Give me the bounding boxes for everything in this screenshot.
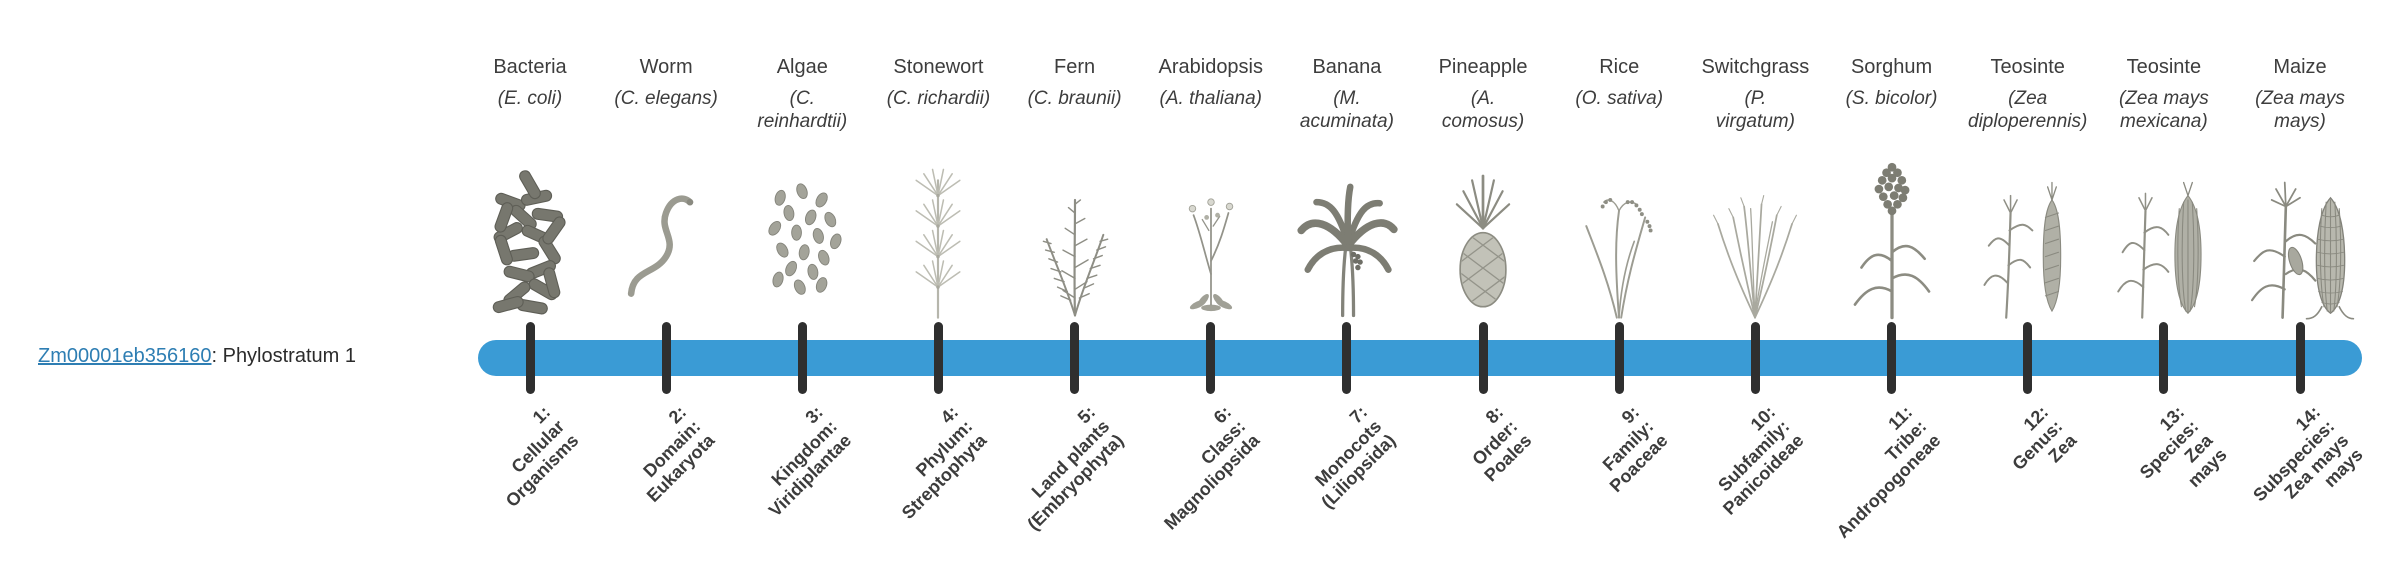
stratum-label-text: 13: Species: Zea mays <box>2121 402 2231 511</box>
organism-name: Pineapple <box>1438 56 1528 78</box>
timeline-tick <box>525 322 535 394</box>
timeline-tick <box>797 322 807 394</box>
timeline-tick <box>661 322 671 394</box>
organism-name: Teosinte <box>2126 56 2202 78</box>
fern-illustration <box>1007 152 1143 322</box>
stratum-label-text: 6: Class: Magnoliopsida <box>1132 402 1263 534</box>
teosinte-diploperennis-illustration <box>1960 152 2096 322</box>
timeline-tick <box>1342 322 1352 394</box>
stratum-label-text: 10: Subfamily: Panicoideae <box>1691 402 1807 519</box>
organism-scientific-name: (S. bicolor) <box>1817 87 1967 110</box>
stonewort-illustration <box>870 152 1006 322</box>
bacteria-illustration <box>462 152 598 322</box>
organism-name: Rice <box>1599 56 1640 78</box>
organism-scientific-name: (C. braunii) <box>1000 87 1150 110</box>
stratum-label-text: 7: Monocots (Liliopsida) <box>1289 402 1399 512</box>
stratum-label-text: 11: Tribe: Andropogoneae <box>1804 402 1944 542</box>
scientific-name-line: virgatum) <box>1715 111 1795 132</box>
organism-name: Maize <box>2273 56 2327 78</box>
stratum-label-text: 9: Family: Poaceae <box>1578 402 1672 496</box>
timeline-tick <box>1070 322 1080 394</box>
organism-scientific-name: (C. richardii) <box>863 87 1013 110</box>
scientific-name-line: (Zea mays <box>2255 88 2345 109</box>
organism-scientific-name: (C. reinhardtii) <box>727 87 877 133</box>
switchgrass-illustration <box>1687 152 1823 322</box>
organism-scientific-name: (Zea diploperennis) <box>1953 87 2103 133</box>
stratum-label-text: 3: Kingdom: Viridiplantae <box>736 402 854 521</box>
scientific-name-line: reinhardtii) <box>757 111 848 132</box>
scientific-name-line: (C. elegans) <box>614 88 718 109</box>
stratum-label-text: 4: Phylum: Streptophyta <box>870 402 991 523</box>
teosinte-mexicana-illustration <box>2096 152 2232 322</box>
timeline-bar <box>478 340 2362 376</box>
sorghum-illustration <box>1824 152 1960 322</box>
organism-name: Switchgrass <box>1701 56 1810 78</box>
organism-name: Sorghum <box>1850 56 1933 78</box>
timeline-tick <box>933 322 943 394</box>
scientific-name-line: (C. braunii) <box>1027 88 1122 109</box>
rice-illustration <box>1551 152 1687 322</box>
scientific-name-line: (P. <box>1744 88 1767 109</box>
arabidopsis-illustration <box>1143 152 1279 322</box>
algae-illustration <box>734 152 870 322</box>
organism-name: Stonewort <box>893 56 984 78</box>
organism-name: Algae <box>776 56 828 78</box>
scientific-name-line: comosus) <box>1441 111 1525 132</box>
scientific-name-line: mays) <box>2274 111 2326 132</box>
maize-illustration <box>2232 152 2368 322</box>
organism-name: Teosinte <box>1990 56 2065 78</box>
organism-scientific-name: (P. virgatum) <box>1680 87 1830 133</box>
pineapple-illustration <box>1415 152 1551 322</box>
stratum-label-text: 12: Genus: Zea <box>1994 402 2080 488</box>
scientific-name-line: (A. <box>1470 88 1496 109</box>
scientific-name-line: (S. bicolor) <box>1845 88 1938 109</box>
organism-scientific-name: (Zea mays mays) <box>2225 87 2375 133</box>
banana-illustration <box>1279 152 1415 322</box>
gene-label: Zm00001eb356160: Phylostratum 1 <box>38 345 356 368</box>
organism-name: Bacteria <box>493 56 567 78</box>
timeline-tick <box>1478 322 1488 394</box>
worm-illustration <box>598 152 734 322</box>
scientific-name-line: acuminata) <box>1299 111 1394 132</box>
scientific-name-line: (Zea <box>2008 88 2048 109</box>
gene-label-suffix: : Phylostratum 1 <box>211 345 356 367</box>
organism-name: Worm <box>639 56 693 78</box>
organism-name: Arabidopsis <box>1158 56 1264 78</box>
stratum-label-text: 14: Subspecies: Zea mays mays <box>2235 402 2366 534</box>
organism-scientific-name: (A. comosus) <box>1408 87 1558 133</box>
scientific-name-line: diploperennis) <box>1968 111 2088 132</box>
scientific-name-line: mexicana) <box>2120 111 2208 132</box>
timeline-tick <box>1614 322 1624 394</box>
organism-scientific-name: (M. acuminata) <box>1272 87 1422 133</box>
scientific-name-line: (O. sativa) <box>1575 88 1664 109</box>
organism-scientific-name: (C. elegans) <box>591 87 741 110</box>
organism-scientific-name: (O. sativa) <box>1544 87 1694 110</box>
organism-scientific-name: (Zea mays mexicana) <box>2089 87 2239 133</box>
scientific-name-line: (E. coli) <box>497 88 563 109</box>
stratum-label-text: 8: Order: Poales <box>1452 402 1535 485</box>
timeline-tick <box>2023 322 2033 394</box>
stratum-label-text: 1: Cellular Organisms <box>473 402 583 511</box>
stratum-label-text: 5: Land plants (Embryophyta) <box>995 402 1127 534</box>
organism-name: Fern <box>1054 56 1096 78</box>
timeline-tick <box>1206 322 1216 394</box>
organism-scientific-name: (A. thaliana) <box>1136 87 1286 110</box>
scientific-name-line: (M. <box>1333 88 1361 109</box>
timeline-tick <box>2159 322 2169 394</box>
scientific-name-line: (C. <box>789 88 815 109</box>
organism-scientific-name: (E. coli) <box>455 87 605 110</box>
gene-link[interactable]: Zm00001eb356160 <box>38 345 212 367</box>
timeline-tick <box>2295 322 2305 394</box>
scientific-name-line: (Zea mays <box>2118 88 2209 109</box>
timeline-tick <box>1750 322 1760 394</box>
stratum-label-text: 2: Domain: Eukaryota <box>615 402 718 506</box>
timeline-tick <box>1887 322 1897 394</box>
scientific-name-line: (C. richardii) <box>886 88 991 109</box>
scientific-name-line: (A. thaliana) <box>1159 88 1262 109</box>
organism-name: Banana <box>1312 56 1382 78</box>
